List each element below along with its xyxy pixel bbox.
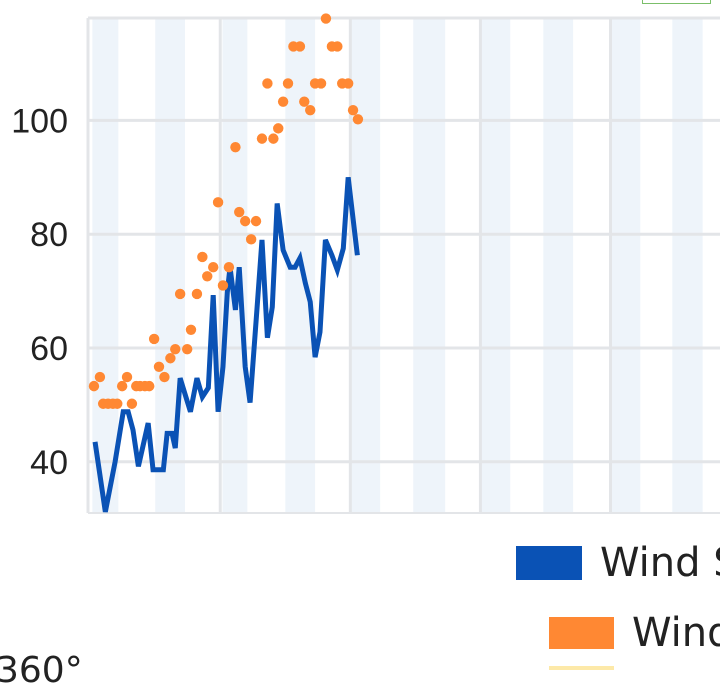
y-tick-label: 40 [30,444,68,482]
wind-direction-label: 360° [0,650,83,691]
night-band [610,18,641,513]
wind-gust-point [181,343,193,355]
wind-gust-point [332,41,343,52]
wind-gust-point [112,398,123,409]
legend-item-wind-gust[interactable]: Wind [549,610,720,656]
wind-gust-point [282,78,294,89]
wind-gust-point [197,251,208,263]
wind-gust-point [273,123,284,134]
y-tick-label: 100 [11,102,68,140]
wind-gust-point [88,380,100,392]
night-band [543,18,574,513]
wind-gust-point [144,380,155,392]
legend-label-gust: Wind [632,610,720,656]
wind-gust-point [165,353,176,364]
wind-gust-point [223,262,235,273]
night-band [92,18,119,513]
legend-swatch-gust [549,617,614,649]
wind-gust-point [230,141,241,153]
night-band [155,18,186,513]
wind-gust-point [153,361,165,372]
wind-gust-point [159,371,170,383]
night-band [480,18,511,513]
wind-gust-point [148,333,160,345]
top-right-button[interactable] [642,0,711,4]
wind-gust-point [305,104,316,116]
legend-label-speed: Wind S [600,540,720,586]
wind-speed-line [92,177,360,513]
wind-gust-point [299,96,310,107]
wind-gust-point [234,206,245,218]
wind-gust-point [208,262,219,273]
wind-gust-point [245,234,257,245]
wind-gust-point [277,96,289,107]
legend-swatch-partial [549,666,614,670]
wind-gust-point [262,78,273,89]
legend-swatch-speed [516,546,582,580]
wind-chart: 40 60 80 100 [11,13,720,514]
wind-gust-point [239,215,251,227]
wind-gust-point [342,78,354,89]
wind-gust-point [185,324,197,335]
wind-gust-point [217,280,229,291]
night-band [672,18,703,513]
wind-gust-point [174,288,186,300]
wind-gust-point [116,380,128,392]
wind-gust-point [202,271,213,282]
wind-gust-point [352,114,364,125]
wind-gust-point [250,215,262,227]
wind-gust-point [315,78,327,89]
legend-item-wind-speed[interactable]: Wind S [516,540,720,586]
wind-gust-point [94,371,106,383]
wind-gust-point [320,13,332,24]
wind-gust-point [347,104,359,116]
y-tick-label: 80 [30,216,68,254]
wind-gust-point [191,288,203,300]
wind-gust-point [268,133,279,144]
wind-gust-point [294,41,306,52]
wind-gust-point [126,398,138,409]
wind-gust-point [256,133,268,144]
night-band [413,18,446,513]
night-band [350,18,381,513]
y-tick-label: 60 [30,330,68,368]
wind-gust-point [212,197,224,208]
wind-gust-point [121,371,133,383]
wind-gust-point [170,343,181,355]
